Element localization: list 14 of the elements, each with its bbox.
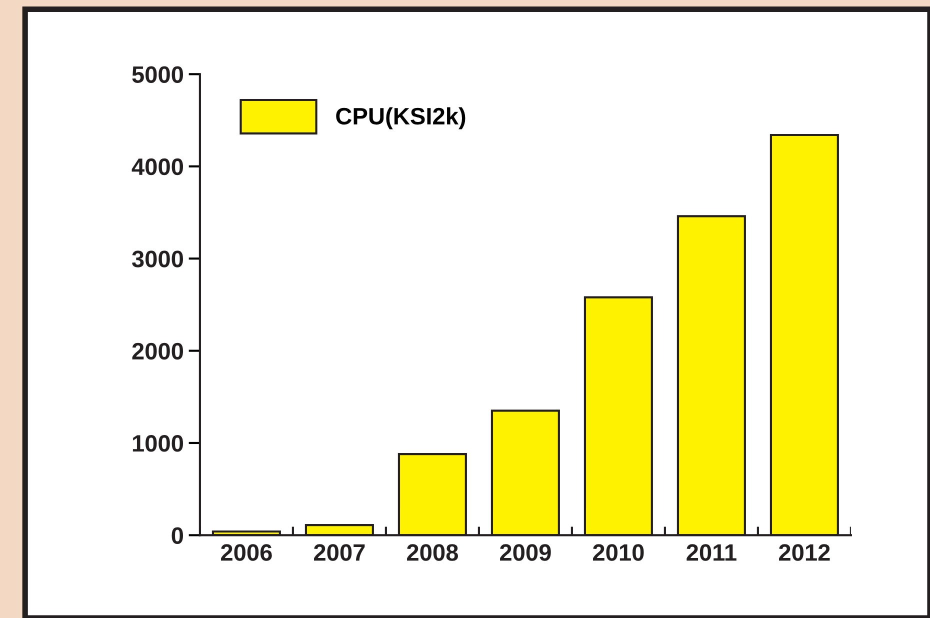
y-tick-label: 0 xyxy=(172,527,184,544)
y-tick-label: 3000 xyxy=(132,250,184,268)
x-tick-label: 2007 xyxy=(314,544,365,561)
x-tick-label: 2011 xyxy=(686,544,736,561)
x-tick-label: 2008 xyxy=(407,544,458,561)
x-tick-label: 2009 xyxy=(500,544,551,561)
legend-label: CPU(KSI2k) xyxy=(336,107,466,130)
x-tick-label: 2006 xyxy=(221,544,272,561)
y-tick-label: 4000 xyxy=(132,158,184,176)
y-tick-label: 1000 xyxy=(132,435,184,452)
x-tick-label: 2010 xyxy=(593,544,644,561)
y-tick-label: 5000 xyxy=(132,66,184,83)
y-tick-label: 2000 xyxy=(132,342,184,360)
x-tick-label: 2012 xyxy=(779,544,830,561)
